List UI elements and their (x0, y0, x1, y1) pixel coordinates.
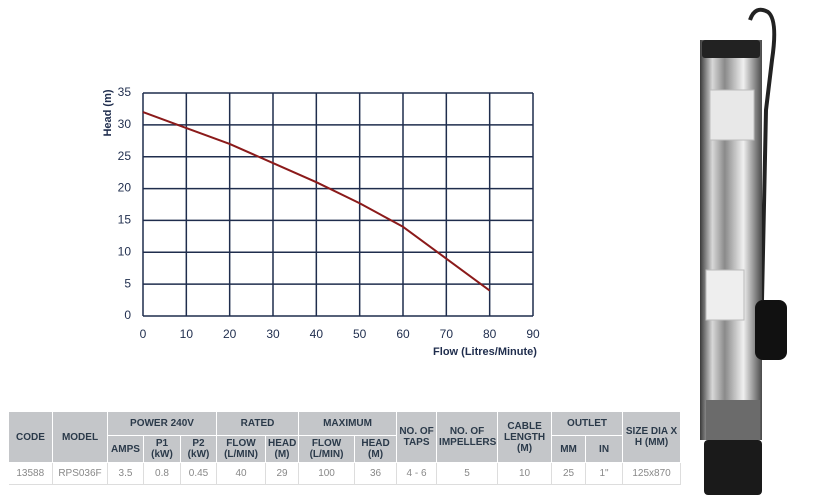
header-cell: CODE (8, 411, 53, 463)
y-tick-label: 5 (124, 276, 131, 290)
header-cell: HEAD (M) (265, 435, 300, 463)
spec-table: CODE MODEL POWER 240V RATED MAXIMUM NO. … (8, 411, 682, 485)
cell: 29 (265, 462, 300, 485)
y-tick-label: 25 (118, 149, 132, 163)
x-tick-label: 50 (353, 327, 367, 341)
x-tick-label: 80 (483, 327, 497, 341)
cell: 10 (497, 462, 553, 485)
y-tick-label: 30 (118, 117, 132, 131)
header-cell: NO. OF IMPELLERS (436, 411, 499, 463)
y-tick-label: 15 (118, 213, 132, 227)
header-cell: RATED (216, 411, 300, 436)
cable (748, 7, 777, 301)
header-cell: MM (551, 435, 587, 463)
x-tick-label: 10 (180, 327, 194, 341)
x-tick-label: 20 (223, 327, 237, 341)
x-tick-label: 0 (140, 327, 147, 341)
cell: RPS036F (52, 462, 108, 485)
x-tick-label: 30 (266, 327, 280, 341)
pump-base (704, 440, 762, 495)
header-cell: P1 (kW) (143, 435, 181, 463)
y-tick-label: 10 (118, 244, 132, 258)
y-axis-title: Head (m) (102, 89, 114, 136)
cell: 5 (436, 462, 499, 485)
header-cell: P2 (kW) (179, 435, 218, 463)
pump-cap (702, 40, 760, 58)
y-tick-label: 20 (118, 181, 132, 195)
header-cell: MODEL (52, 411, 108, 463)
x-axis-title: Flow (Litres/Minute) (433, 346, 537, 358)
cell: 4 - 6 (396, 462, 438, 485)
cell: 0.8 (143, 462, 181, 485)
x-tick-label: 60 (396, 327, 410, 341)
cell: 1" (585, 462, 624, 485)
float-switch (755, 300, 787, 360)
header-cell: MAXIMUM (298, 411, 398, 436)
cell: 25 (551, 462, 587, 485)
header-cell: SIZE DIA X H (MM) (622, 411, 682, 463)
pump-image (700, 7, 787, 495)
header-cell: FLOW (L/MIN) (298, 435, 356, 463)
x-tick-label: 70 (440, 327, 454, 341)
x-tick-label: 40 (310, 327, 324, 341)
curve (142, 111, 491, 292)
cell: 100 (298, 462, 356, 485)
header-cell: FLOW (L/MIN) (216, 435, 267, 463)
header-cell: POWER 240V (106, 411, 218, 436)
cell: 13588 (8, 462, 53, 485)
y-tick-label: 35 (118, 85, 132, 99)
label (705, 269, 745, 321)
header-cell: AMPS (107, 435, 144, 463)
chart: Flow (Litres/Minute) Head (m) 0 5 10 15 20 25… (102, 85, 540, 358)
cell: 0.45 (180, 462, 218, 485)
cell: 40 (216, 462, 267, 485)
label (709, 89, 755, 141)
cell: 125x870 (622, 462, 682, 485)
cell: 3.5 (107, 462, 144, 485)
intake (706, 400, 760, 440)
header-cell: OUTLET (551, 411, 624, 436)
y-tick-label: 0 (124, 308, 131, 322)
header-cell: NO. OF TAPS (396, 411, 438, 463)
x-tick-label: 90 (526, 327, 540, 341)
header-cell: HEAD (M) (354, 435, 398, 463)
header-cell: IN (585, 435, 624, 463)
header-cell: CABLE LENGTH (M) (497, 411, 553, 463)
cell: 36 (354, 462, 398, 485)
